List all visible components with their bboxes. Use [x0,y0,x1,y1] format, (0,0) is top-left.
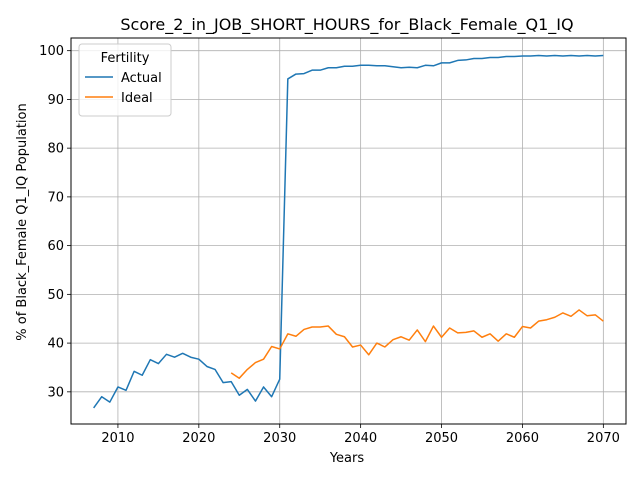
y-tick-label: 30 [47,385,64,400]
legend-title: Fertility [101,51,150,66]
series-line-actual [93,54,604,409]
y-axis-label: % of Black_Female Q1_IQ Population [15,103,30,340]
y-tick-label: 80 [47,142,64,157]
y-tick-label: 50 [47,288,64,303]
series-lines [93,54,604,409]
x-tick-label: 2020 [182,431,215,446]
x-tick-label: 2010 [101,431,134,446]
x-tick-label: 2050 [425,431,458,446]
chart-title: Score_2_in_JOB_SHORT_HOURS_for_Black_Fem… [120,15,573,35]
y-tick-label: 100 [39,44,64,59]
x-tick-label: 2030 [263,431,296,446]
legend-label-ideal: Ideal [121,91,153,106]
y-tick-label: 60 [47,239,64,254]
y-tick-label: 90 [47,93,64,108]
x-tick-label: 2040 [344,431,377,446]
axis-ticks: 2010 2020 2030 2040 2050 2060 2070 30 40 50 60 70 80… [39,44,620,446]
legend: Fertility Actual Ideal [78,43,172,117]
x-axis-label: Years [329,451,365,466]
x-tick-label: 2060 [506,431,539,446]
legend-label-actual: Actual [121,71,162,86]
y-tick-label: 70 [47,190,64,205]
y-tick-label: 40 [47,337,64,352]
legend-box [78,43,172,117]
series-line-ideal [230,309,604,379]
grid [71,38,626,424]
x-tick-label: 2070 [587,431,620,446]
plot-area-frame [70,37,627,425]
